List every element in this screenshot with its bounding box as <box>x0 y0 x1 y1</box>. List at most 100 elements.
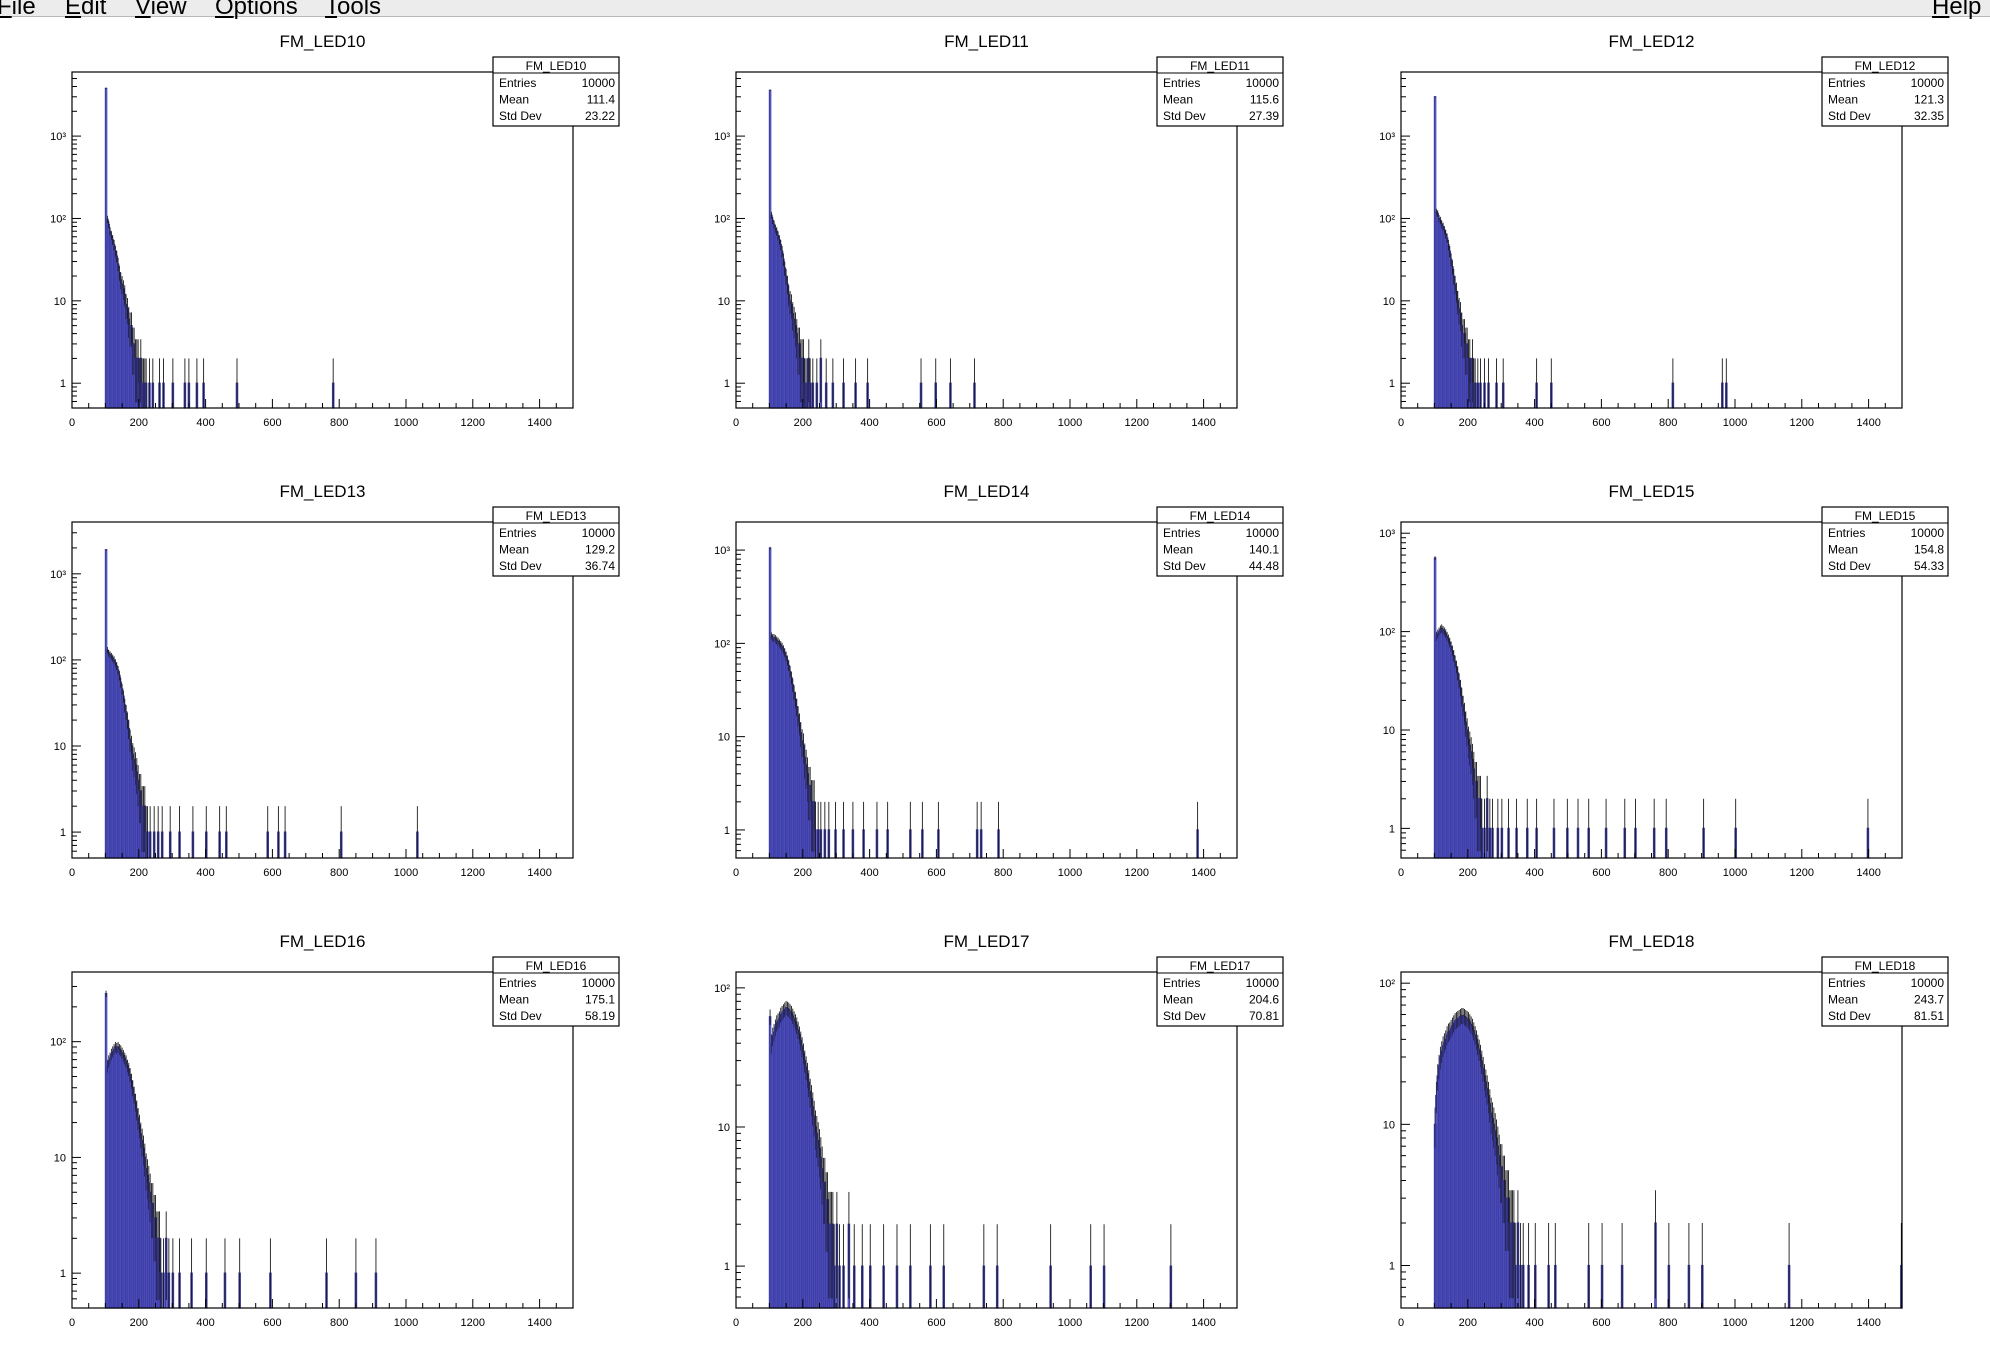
stats-box-frame <box>1156 506 1284 577</box>
stats-label-std-dev: Std Dev <box>499 1009 542 1023</box>
stats-value-std-dev: 58.19 <box>585 1009 615 1023</box>
stats-value-std-dev: 54.33 <box>1914 559 1944 573</box>
histogram-title: FM_LED18 <box>1609 932 1695 951</box>
stats-value-std-dev: 23.22 <box>585 109 615 123</box>
stats-value-mean: 204.6 <box>1249 993 1279 1007</box>
stats-value-mean: 121.3 <box>1914 93 1944 107</box>
y-tick-label: 10³ <box>714 131 730 143</box>
y-tick-label: 1 <box>724 378 730 390</box>
stats-box-title: FM_LED11 <box>1190 59 1250 73</box>
x-tick-label: 1200 <box>1790 417 1814 429</box>
x-tick-label: 800 <box>1659 867 1677 879</box>
histogram-panel: FM_LED16 0 200 400 600 800 1000 1200 1400 1 10 10² F… <box>50 932 620 1329</box>
stats-value-entries: 10000 <box>1246 76 1280 90</box>
x-tick-label: 800 <box>330 417 348 429</box>
x-tick-label: 1400 <box>527 867 551 879</box>
stats-label-mean: Mean <box>1163 93 1193 107</box>
stats-value-std-dev: 70.81 <box>1249 1009 1279 1023</box>
stats-box-frame <box>1156 56 1284 127</box>
stats-box-frame <box>1156 956 1284 1027</box>
stats-label-std-dev: Std Dev <box>1828 109 1871 123</box>
x-tick-label: 1200 <box>1125 417 1149 429</box>
stats-box: FM_LED16 Entries 10000 Mean 175.1 Std Dev 58.1… <box>492 956 620 1027</box>
x-tick-label: 600 <box>1592 867 1610 879</box>
x-tick-label: 200 <box>1459 417 1477 429</box>
x-tick-label: 400 <box>196 417 214 429</box>
stats-label-entries: Entries <box>1828 976 1865 990</box>
x-tick-label: 1400 <box>1191 1317 1215 1329</box>
x-tick-label: 800 <box>994 1317 1012 1329</box>
histogram-panel: FM_LED17 0 200 400 600 800 1000 1200 1400 1 10 10² F… <box>714 932 1284 1329</box>
histogram-panel: FM_LED14 0 200 400 600 800 1000 1200 1400 1 10 10² 1… <box>714 482 1284 879</box>
x-tick-label: 400 <box>860 867 878 879</box>
menu-options-label: ptions <box>233 0 298 20</box>
x-tick-label: 0 <box>733 1317 739 1329</box>
y-tick-label: 1 <box>60 378 66 390</box>
stats-value-entries: 10000 <box>1911 526 1945 540</box>
stats-label-mean: Mean <box>1828 543 1858 557</box>
stats-value-entries: 10000 <box>582 526 616 540</box>
menu-file-label: ile <box>11 0 36 20</box>
y-tick-label: 1 <box>724 1261 730 1273</box>
x-tick-label: 1200 <box>1125 867 1149 879</box>
stats-value-entries: 10000 <box>582 976 616 990</box>
x-tick-label: 1000 <box>1058 1317 1082 1329</box>
menu-tools-mnemonic: T <box>325 0 337 20</box>
x-tick-label: 0 <box>69 1317 75 1329</box>
y-tick-label: 10³ <box>50 131 66 143</box>
x-tick-label: 0 <box>1398 867 1404 879</box>
stats-label-std-dev: Std Dev <box>1828 559 1871 573</box>
stats-box: FM_LED14 Entries 10000 Mean 140.1 Std Dev 44.4… <box>1156 506 1284 577</box>
stats-box: FM_LED11 Entries 10000 Mean 115.6 Std Dev 27.3… <box>1156 56 1284 127</box>
stats-box-title: FM_LED16 <box>526 959 587 973</box>
y-tick-label: 10² <box>714 638 730 650</box>
x-tick-label: 200 <box>130 867 148 879</box>
x-tick-label: 800 <box>994 417 1012 429</box>
menu-options[interactable]: Options <box>215 0 298 21</box>
menu-file-mnemonic: F <box>0 0 12 20</box>
stats-value-entries: 10000 <box>1911 76 1945 90</box>
y-tick-label: 10 <box>54 1152 66 1164</box>
x-tick-label: 400 <box>1525 1317 1543 1329</box>
menu-edit[interactable]: Edit <box>65 0 106 21</box>
y-tick-label: 10² <box>50 213 66 225</box>
histogram-panel: FM_LED11 0 200 400 600 800 1000 1200 1400 1 10 10² 1… <box>714 32 1284 429</box>
stats-label-std-dev: Std Dev <box>1828 1009 1871 1023</box>
menu-help[interactable]: Help <box>1932 0 1981 21</box>
histogram-panel: FM_LED13 0 200 400 600 800 1000 1200 1400 1 10 10² 1… <box>50 482 620 879</box>
x-tick-label: 400 <box>196 1317 214 1329</box>
stats-label-mean: Mean <box>499 543 529 557</box>
x-tick-label: 200 <box>794 417 812 429</box>
histogram-title: FM_LED13 <box>280 482 366 501</box>
stats-label-std-dev: Std Dev <box>1163 1009 1206 1023</box>
y-tick-label: 1 <box>1389 823 1395 835</box>
menu-view[interactable]: View <box>135 0 187 21</box>
x-tick-label: 400 <box>860 1317 878 1329</box>
menu-tools[interactable]: Tools <box>325 0 381 21</box>
histogram-title: FM_LED14 <box>944 482 1030 501</box>
stats-value-mean: 129.2 <box>585 543 615 557</box>
stats-label-entries: Entries <box>1828 76 1865 90</box>
x-tick-label: 800 <box>994 867 1012 879</box>
stats-label-entries: Entries <box>499 526 536 540</box>
stats-box-frame <box>1821 56 1949 127</box>
x-tick-label: 600 <box>263 1317 281 1329</box>
x-tick-label: 1200 <box>1125 1317 1149 1329</box>
x-tick-label: 800 <box>330 1317 348 1329</box>
histogram-title: FM_LED17 <box>944 932 1030 951</box>
stats-box-frame <box>492 56 620 127</box>
histogram-title: FM_LED12 <box>1609 32 1695 51</box>
x-tick-label: 0 <box>733 867 739 879</box>
stats-box-title: FM_LED13 <box>526 509 587 523</box>
menu-file[interactable]: File <box>0 0 36 21</box>
stats-value-entries: 10000 <box>1911 976 1945 990</box>
stats-box-title: FM_LED14 <box>1190 509 1251 523</box>
x-tick-label: 0 <box>1398 417 1404 429</box>
x-tick-label: 1200 <box>461 417 485 429</box>
x-tick-label: 200 <box>130 417 148 429</box>
x-tick-label: 800 <box>1659 417 1677 429</box>
x-tick-label: 400 <box>1525 867 1543 879</box>
stats-box-title: FM_LED12 <box>1855 59 1916 73</box>
x-tick-label: 1000 <box>1723 1317 1747 1329</box>
